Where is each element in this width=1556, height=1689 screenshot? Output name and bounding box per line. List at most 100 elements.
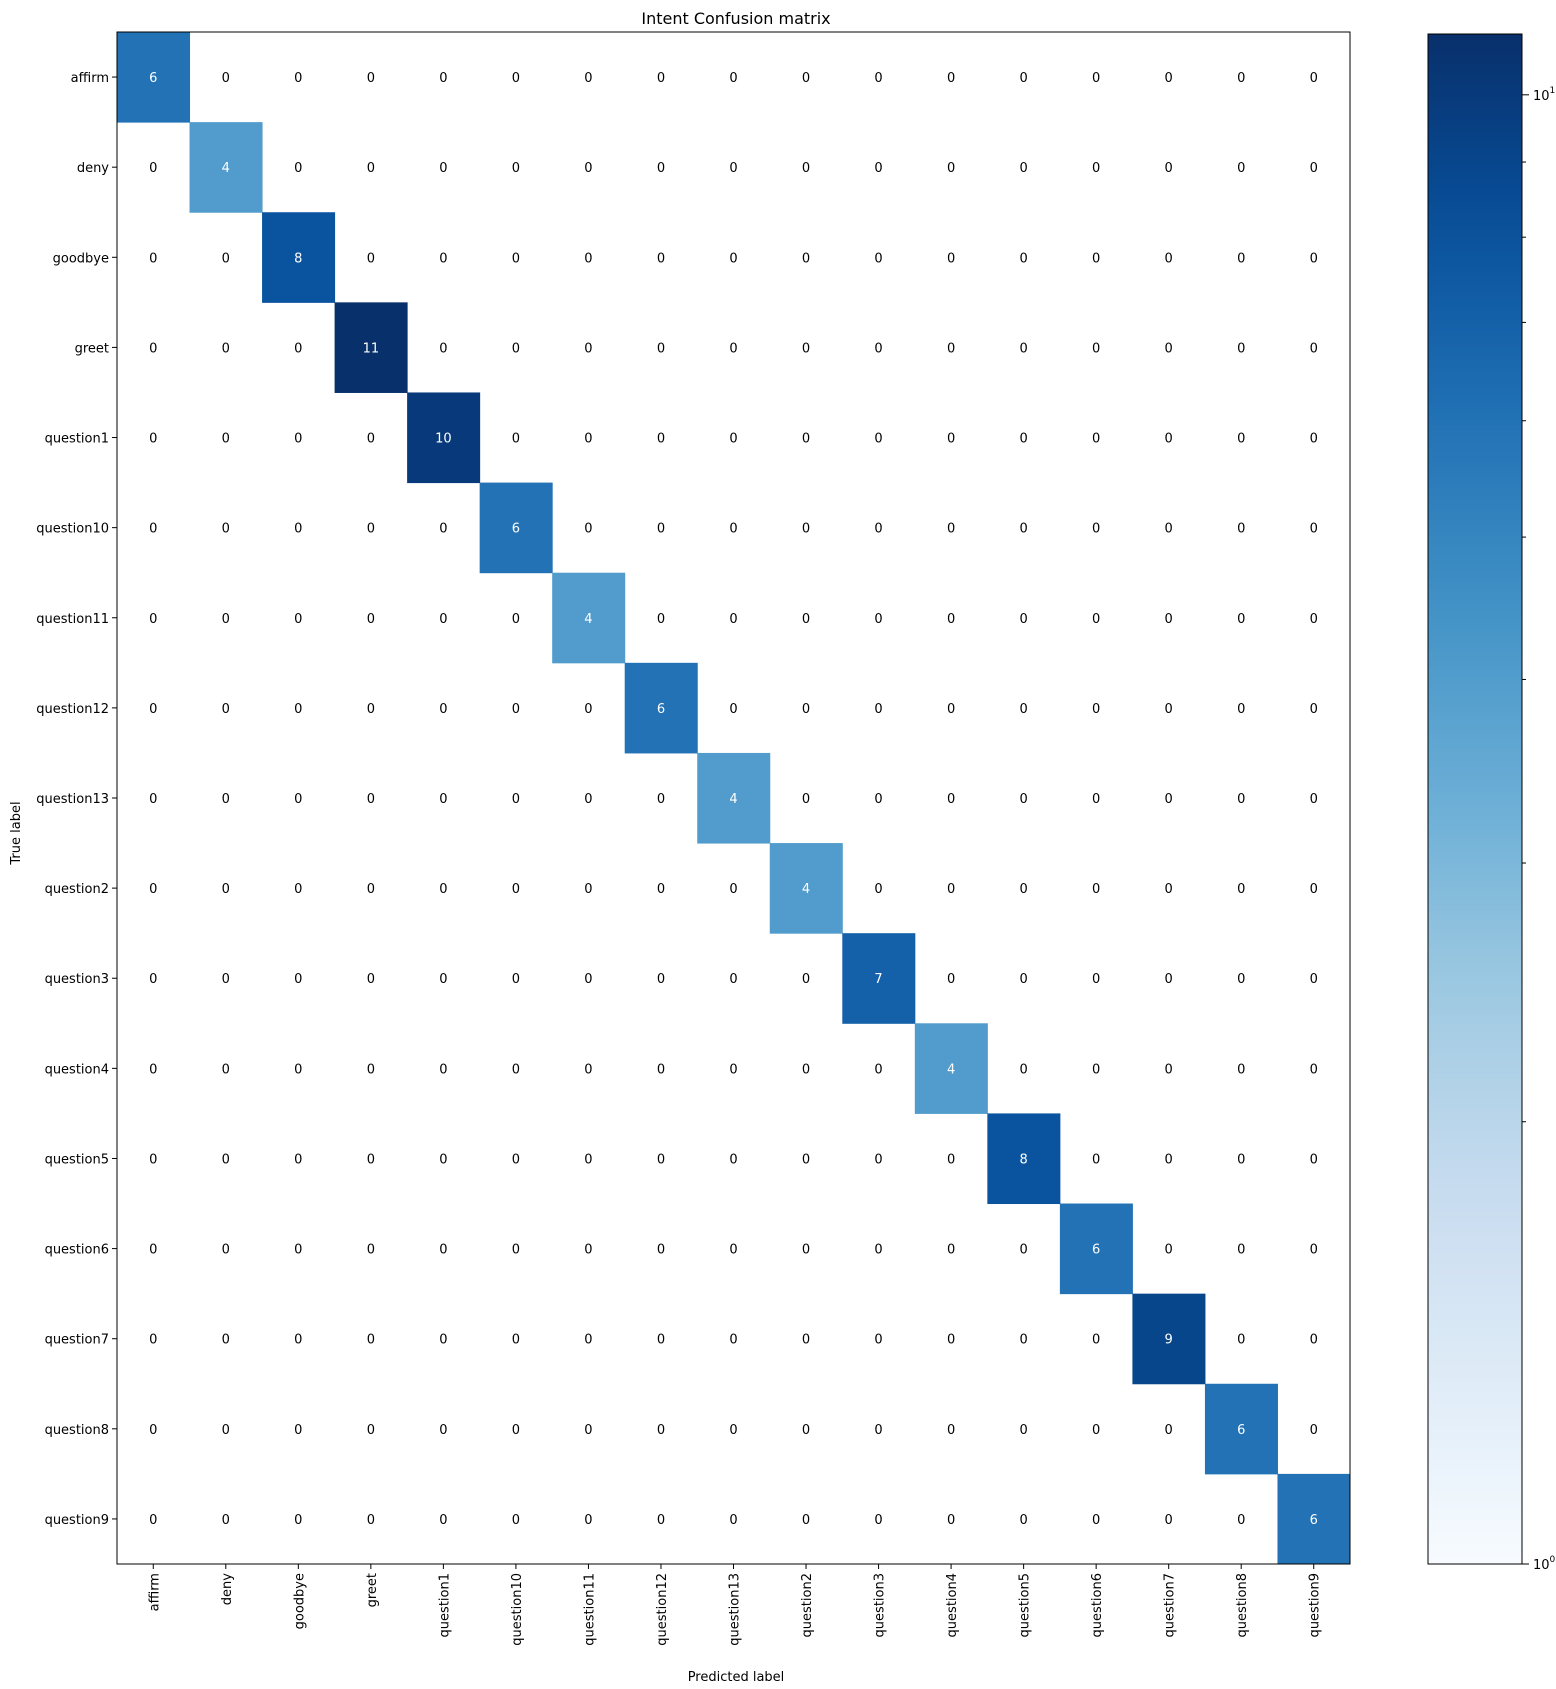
- cell-value-label: 0: [439, 161, 447, 176]
- cell-value-label: 0: [1019, 341, 1027, 356]
- cell-value-label: 0: [947, 432, 955, 447]
- cell-value-label: 0: [439, 341, 447, 356]
- x-tick-label: question12: [655, 1573, 670, 1646]
- cell-value-label: 0: [294, 792, 302, 807]
- y-tick-label: question12: [36, 702, 109, 717]
- y-tick-label: deny: [77, 161, 109, 176]
- cell-value-label: 0: [584, 1243, 592, 1258]
- cell-value-label: 0: [439, 1243, 447, 1258]
- y-tick-label: question6: [45, 1243, 109, 1258]
- cell-value-label: 0: [439, 1152, 447, 1167]
- cell-value-label: 0: [512, 1513, 520, 1528]
- cell-value-label: 10: [435, 432, 452, 447]
- cell-value-label: 0: [512, 251, 520, 266]
- cell-value-label: 0: [1237, 161, 1245, 176]
- cell-value-label: 0: [149, 612, 157, 627]
- cell-value-label: 0: [874, 1513, 882, 1528]
- cell-value-label: 0: [729, 1513, 737, 1528]
- cell-value-label: 0: [802, 161, 810, 176]
- matrix-cell: [262, 212, 336, 303]
- cell-value-label: 0: [1310, 251, 1318, 266]
- cell-value-label: 4: [729, 792, 737, 807]
- cell-value-label: 0: [802, 972, 810, 987]
- cell-value-label: 0: [1237, 522, 1245, 537]
- cell-value-label: 0: [584, 251, 592, 266]
- x-tick-label: question7: [1163, 1573, 1178, 1637]
- cell-value-label: 0: [1310, 612, 1318, 627]
- cell-value-label: 0: [1092, 702, 1100, 717]
- x-tick-label: question8: [1235, 1573, 1250, 1637]
- cell-value-label: 0: [729, 1333, 737, 1348]
- cell-value-label: 0: [149, 341, 157, 356]
- cell-value-label: 0: [947, 341, 955, 356]
- cell-value-label: 0: [512, 1243, 520, 1258]
- cell-value-label: 0: [149, 702, 157, 717]
- matrix-cell: [334, 302, 408, 393]
- cell-value-label: 0: [729, 251, 737, 266]
- cell-value-label: 0: [1019, 522, 1027, 537]
- cell-value-label: 0: [439, 1423, 447, 1438]
- chart-title: Intent Confusion matrix: [641, 9, 830, 28]
- matrix-cell: [407, 392, 481, 484]
- cell-value-label: 0: [367, 71, 375, 86]
- cell-value-label: 0: [1019, 161, 1027, 176]
- cell-value-label: 0: [367, 1243, 375, 1258]
- cell-value-label: 0: [729, 522, 737, 537]
- cell-value-label: 6: [512, 522, 520, 537]
- cell-value-label: 0: [1092, 792, 1100, 807]
- cell-value-label: 0: [294, 612, 302, 627]
- cell-value-label: 0: [802, 1333, 810, 1348]
- x-tick-label: question4: [945, 1573, 960, 1637]
- matrix-cell: [1204, 1383, 1278, 1475]
- cell-value-label: 0: [657, 882, 665, 897]
- cell-value-label: 0: [367, 882, 375, 897]
- cell-value-label: 0: [729, 1062, 737, 1077]
- x-tick-label: question10: [510, 1573, 525, 1646]
- cell-value-label: 0: [512, 1062, 520, 1077]
- cell-value-label: 0: [1237, 1152, 1245, 1167]
- cell-value-label: 8: [294, 251, 302, 266]
- cell-value-label: 0: [657, 1513, 665, 1528]
- cell-value-label: 0: [294, 882, 302, 897]
- cell-value-label: 4: [222, 161, 230, 176]
- cell-value-label: 0: [802, 1152, 810, 1167]
- cell-value-label: 0: [802, 251, 810, 266]
- x-tick-label: affirm: [147, 1573, 162, 1611]
- cell-value-label: 0: [1310, 1152, 1318, 1167]
- cell-value-label: 0: [729, 1243, 737, 1258]
- cell-value-label: 0: [222, 1513, 230, 1528]
- cell-value-label: 0: [367, 432, 375, 447]
- cell-value-label: 0: [294, 432, 302, 447]
- cell-value-label: 0: [222, 341, 230, 356]
- y-tick-label: question3: [45, 972, 109, 987]
- cell-value-label: 0: [947, 251, 955, 266]
- cell-value-label: 0: [149, 432, 157, 447]
- cell-value-label: 0: [294, 702, 302, 717]
- cell-value-label: 0: [729, 1423, 737, 1438]
- cell-value-label: 0: [657, 161, 665, 176]
- cell-value-label: 0: [584, 71, 592, 86]
- x-tick-label: question2: [800, 1573, 815, 1637]
- cell-value-label: 0: [222, 432, 230, 447]
- cell-value-label: 0: [657, 1243, 665, 1258]
- cell-value-label: 0: [512, 972, 520, 987]
- cell-value-label: 0: [1165, 161, 1173, 176]
- cell-value-label: 0: [1092, 71, 1100, 86]
- cell-value-label: 0: [149, 522, 157, 537]
- colorbar-frame: [1427, 33, 1523, 1565]
- cell-value-label: 0: [947, 161, 955, 176]
- cell-value-label: 0: [584, 1513, 592, 1528]
- cell-value-label: 0: [584, 702, 592, 717]
- cell-value-label: 0: [874, 1152, 882, 1167]
- cell-value-label: 0: [1310, 522, 1318, 537]
- cell-value-label: 0: [657, 432, 665, 447]
- x-tick-label: question5: [1018, 1573, 1033, 1637]
- x-axis-label: Predicted label: [688, 1670, 785, 1685]
- y-tick-label: question4: [45, 1062, 109, 1077]
- cell-value-label: 0: [947, 1243, 955, 1258]
- cell-value-label: 0: [512, 1333, 520, 1348]
- matrix-cell: [769, 843, 843, 934]
- cell-value-label: 0: [367, 1423, 375, 1438]
- cell-value-label: 0: [1092, 341, 1100, 356]
- y-tick-label: question2: [45, 882, 109, 897]
